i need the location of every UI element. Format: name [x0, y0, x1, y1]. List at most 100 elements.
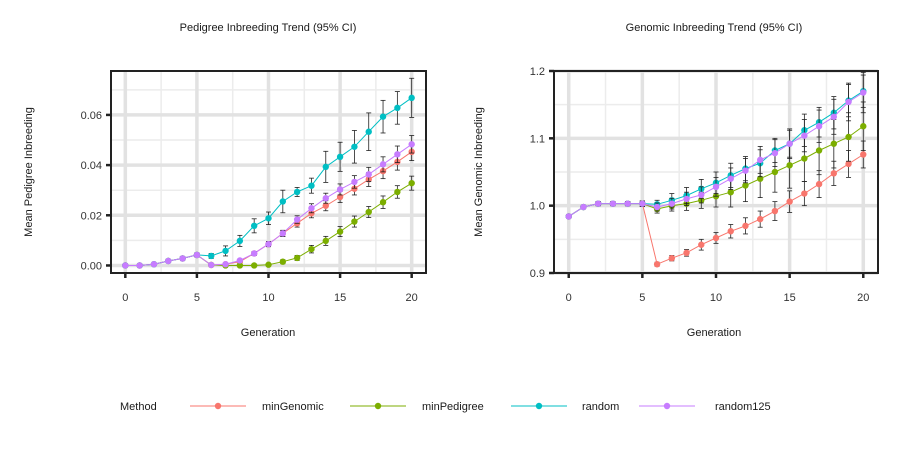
- data-point: [698, 241, 705, 248]
- x-tick-label: 20: [857, 292, 869, 304]
- data-point: [322, 163, 329, 171]
- series-random125: [122, 135, 415, 269]
- data-point: [653, 261, 661, 268]
- y-tick-label: 1.1: [530, 133, 545, 145]
- x-tick-label: 20: [406, 292, 418, 304]
- x-axis-label: Generation: [687, 327, 741, 339]
- data-point: [771, 149, 779, 157]
- y-tick-label: 0.04: [81, 160, 102, 172]
- data-point: [394, 188, 401, 196]
- data-point: [336, 153, 344, 161]
- data-point: [208, 261, 215, 269]
- data-point: [609, 200, 617, 207]
- data-point: [815, 180, 823, 188]
- data-point: [322, 202, 329, 209]
- data-point: [639, 200, 646, 207]
- y-axis-label: Mean Genomic Inbreeding: [473, 107, 485, 237]
- data-point: [193, 251, 201, 259]
- genomic-inbreeding-panel: Genomic Inbreeding Trend (95% CI) 0 5 10 15…: [473, 22, 879, 339]
- x-tick-label: 0: [566, 292, 572, 304]
- y-tick-label: 0.02: [81, 210, 102, 222]
- data-point: [222, 261, 229, 268]
- legend-item-minPedigree: minPedigree: [350, 401, 484, 413]
- data-point: [293, 188, 301, 196]
- data-point: [179, 255, 186, 262]
- plot-frame: [110, 70, 427, 274]
- plot-frame: [553, 70, 879, 274]
- data-point: [279, 258, 287, 265]
- data-point: [771, 207, 779, 215]
- data-point: [594, 200, 602, 207]
- chart-title: Genomic Inbreeding Trend (95% CI): [626, 22, 803, 34]
- data-point: [293, 216, 301, 223]
- data-point: [308, 182, 315, 189]
- data-point: [351, 218, 358, 225]
- data-point: [379, 199, 387, 206]
- data-point: [279, 230, 287, 237]
- data-point: [668, 254, 676, 262]
- data-point: [408, 94, 415, 102]
- series-random125: [565, 71, 867, 220]
- data-point: [845, 133, 852, 141]
- data-point: [222, 247, 229, 255]
- legend: Method minGenomic minPedigree random random…: [120, 401, 771, 413]
- data-point: [771, 168, 779, 176]
- pedigree-inbreeding-panel: Pedigree Inbreeding Trend (95% CI) 0 5 10 1…: [23, 22, 427, 339]
- data-point: [653, 203, 661, 211]
- data-point: [830, 113, 838, 120]
- data-point: [408, 179, 415, 187]
- data-point: [742, 222, 749, 230]
- data-point: [786, 140, 793, 147]
- x-axis-label: Generation: [241, 327, 295, 339]
- legend-label: minGenomic: [262, 401, 324, 413]
- data-point: [727, 175, 734, 182]
- data-point: [336, 186, 344, 193]
- chart-title: Pedigree Inbreeding Trend (95% CI): [180, 22, 357, 34]
- data-point: [830, 170, 838, 177]
- data-point: [365, 171, 372, 178]
- x-tick-label: 5: [639, 292, 645, 304]
- data-point: [279, 198, 287, 205]
- data-point: [265, 261, 272, 268]
- x-tick-label: 5: [194, 292, 200, 304]
- data-point: [336, 228, 344, 235]
- y-tick-label: 0.00: [81, 260, 102, 272]
- data-point: [742, 182, 749, 189]
- data-point: [860, 123, 867, 130]
- y-axis-label: Mean Pedigree Inbreeding: [23, 107, 35, 237]
- data-point: [150, 261, 158, 268]
- data-point: [136, 262, 143, 269]
- x-tick-label: 15: [784, 292, 796, 304]
- legend-key-point: [535, 402, 543, 410]
- data-point: [712, 234, 720, 242]
- x-tick-label: 0: [122, 292, 128, 304]
- data-point: [756, 215, 764, 223]
- data-point: [815, 123, 823, 130]
- data-point: [365, 128, 372, 135]
- data-point: [683, 249, 690, 256]
- data-point: [756, 175, 764, 182]
- data-point: [250, 250, 258, 257]
- data-point: [308, 205, 315, 212]
- y-tick-label: 1.2: [530, 66, 545, 78]
- legend-title: Method: [120, 401, 157, 413]
- data-point: [293, 254, 301, 262]
- data-point: [845, 160, 852, 168]
- data-point: [801, 190, 808, 197]
- data-point: [845, 98, 852, 106]
- data-point: [351, 178, 358, 186]
- data-point: [236, 262, 244, 269]
- data-point: [250, 222, 258, 230]
- data-point: [265, 215, 272, 222]
- legend-key-point: [663, 402, 671, 410]
- data-point: [165, 257, 172, 265]
- data-point: [815, 147, 823, 154]
- data-point: [351, 185, 358, 192]
- legend-label: random125: [715, 401, 771, 413]
- data-point: [624, 200, 631, 207]
- data-point: [712, 183, 720, 191]
- data-point: [394, 104, 401, 112]
- legend-item-random: random: [511, 401, 619, 413]
- data-point: [351, 143, 358, 150]
